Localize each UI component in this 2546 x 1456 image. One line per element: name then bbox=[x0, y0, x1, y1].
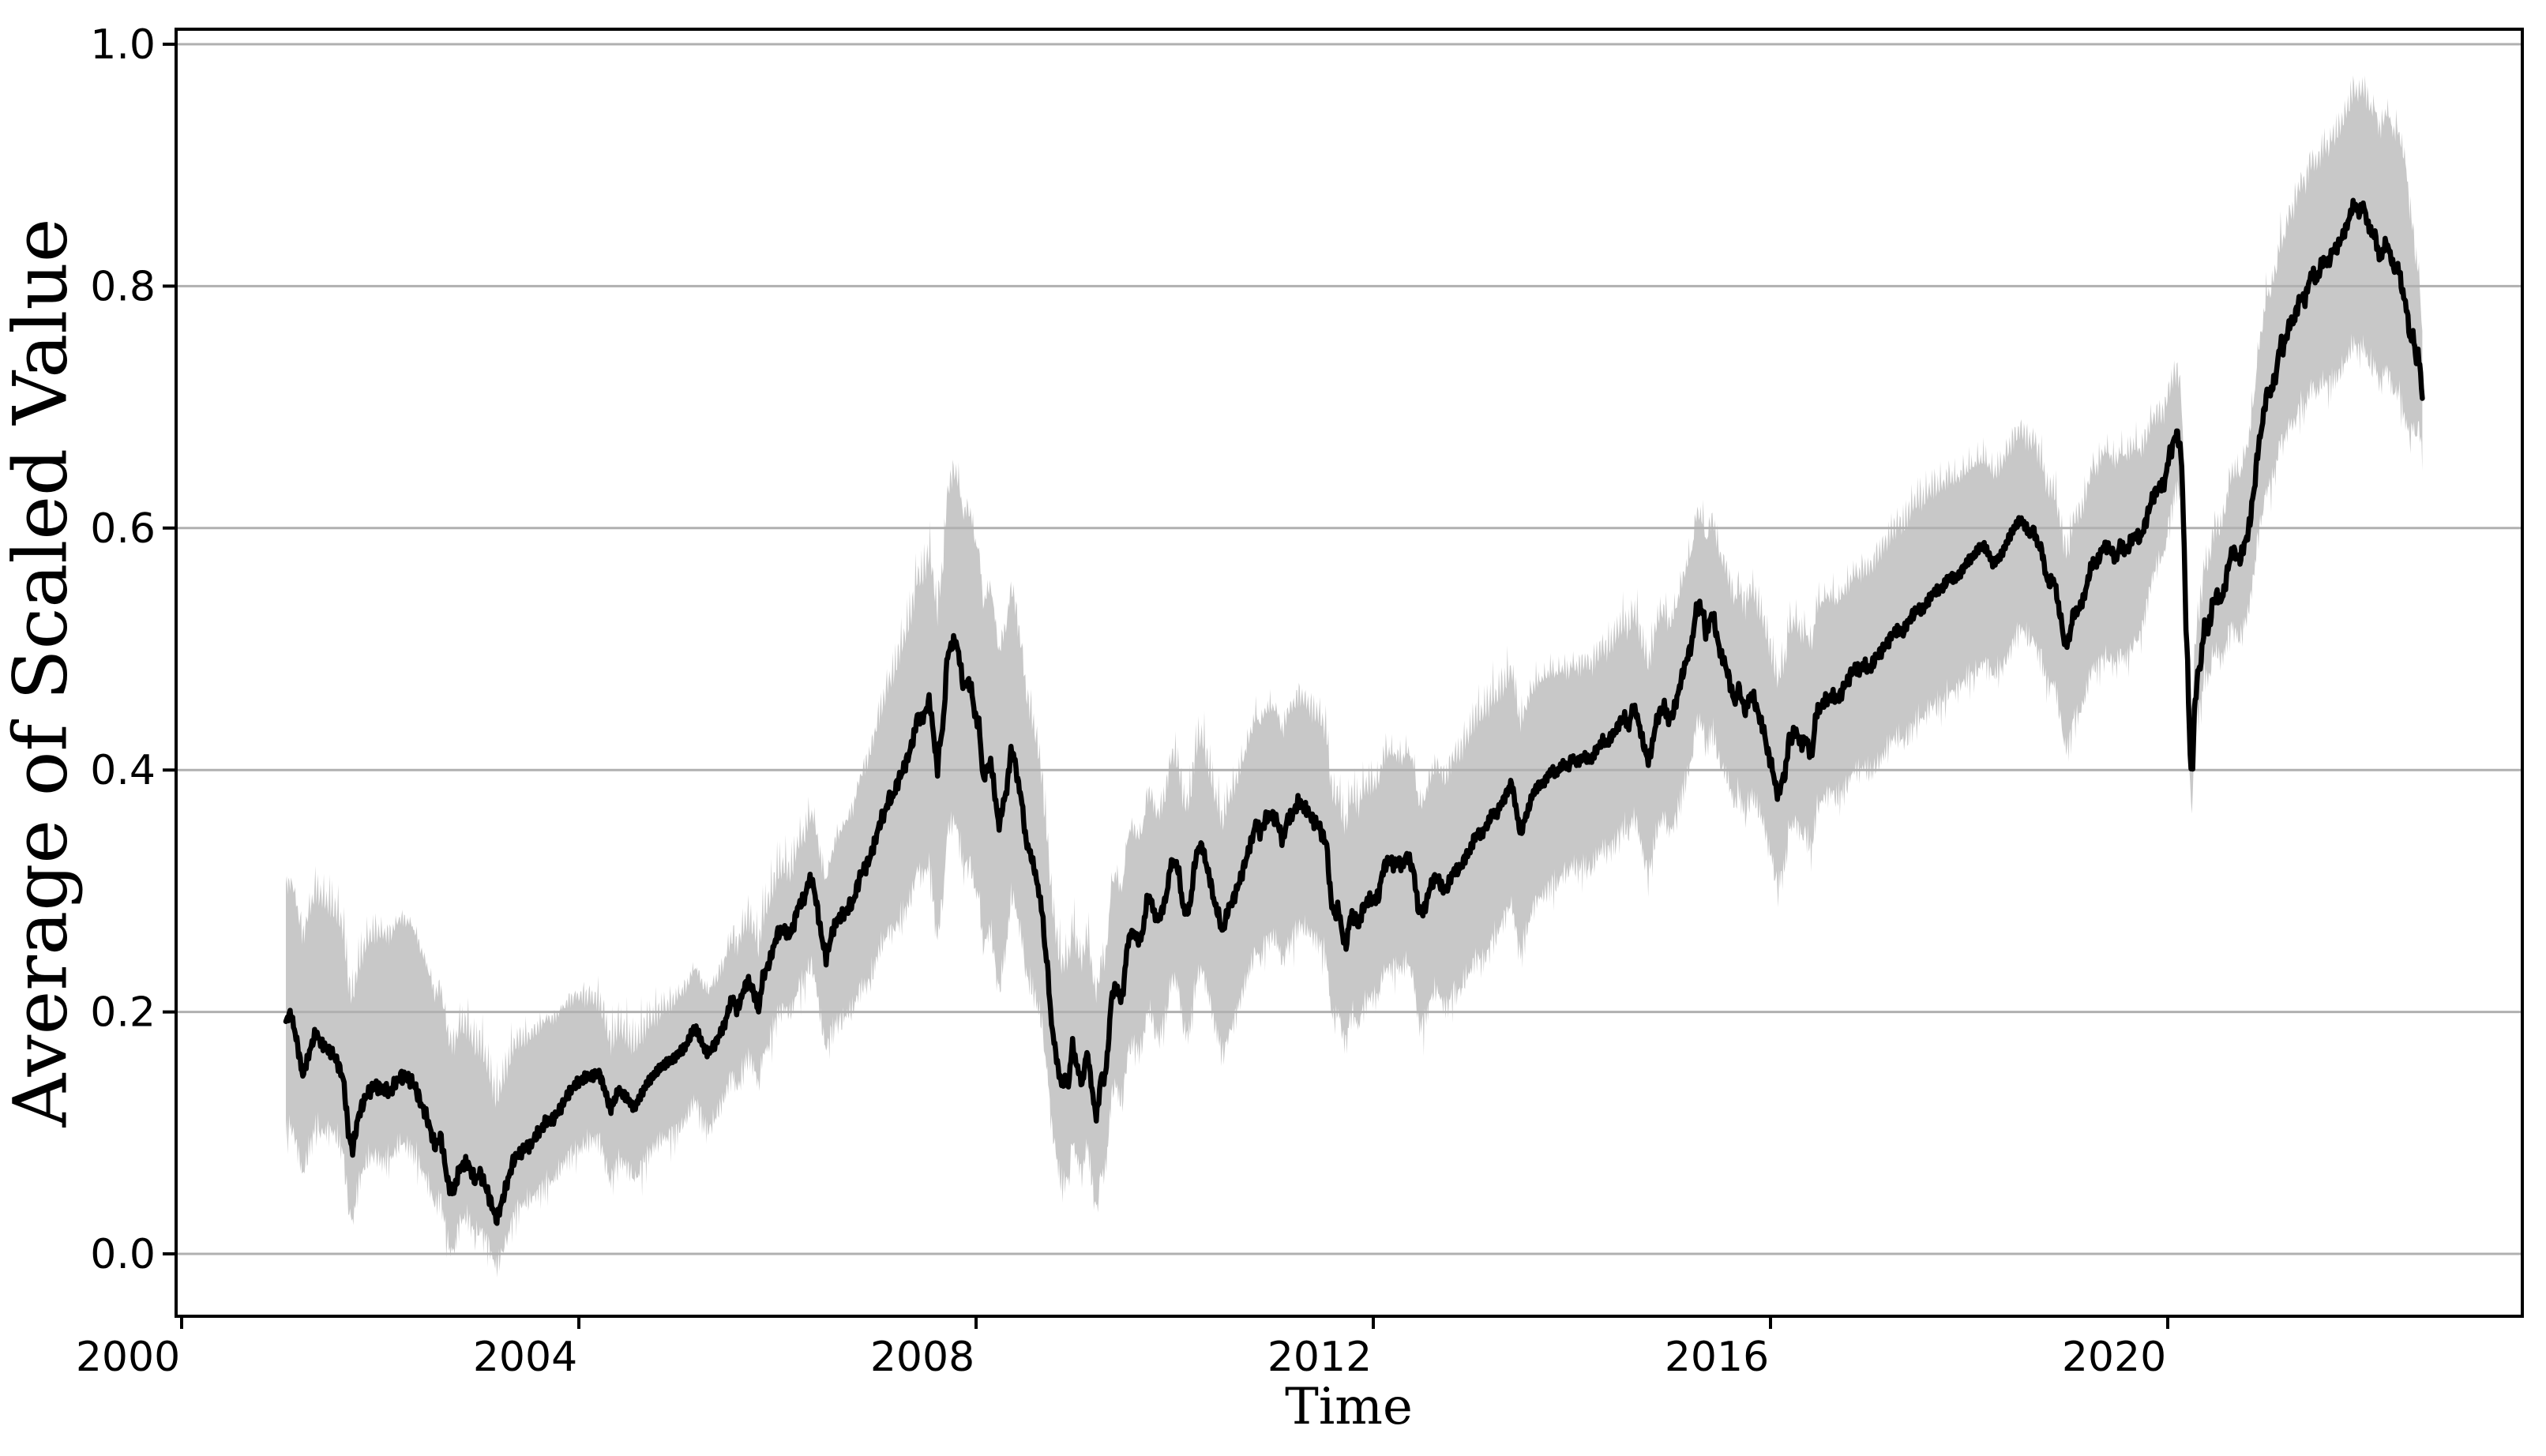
plot-border bbox=[175, 28, 2524, 1318]
y-tick-label-0.6: 0.6 bbox=[90, 505, 156, 553]
y-tick-label-0.0: 0.0 bbox=[90, 1231, 156, 1278]
x-tick-label-2004: 2004 bbox=[473, 1334, 577, 1381]
uncertainty-band bbox=[286, 75, 2423, 1278]
x-tick-label-2000: 2000 bbox=[76, 1334, 180, 1381]
y-tick-label-0.8: 0.8 bbox=[90, 263, 156, 310]
y-tick-label-0.2: 0.2 bbox=[90, 989, 156, 1037]
mean-line bbox=[283, 197, 2425, 1226]
y-tick-label-1.0: 1.0 bbox=[90, 21, 156, 69]
y-axis-label: Average of Scaled Value bbox=[0, 218, 84, 1128]
y-tick-label-0.4: 0.4 bbox=[90, 747, 156, 794]
x-tick-label-2012: 2012 bbox=[1267, 1334, 1372, 1381]
x-tick-label-2008: 2008 bbox=[870, 1334, 974, 1381]
x-axis-label: Time bbox=[1285, 1378, 1413, 1436]
x-tick-label-2020: 2020 bbox=[2062, 1334, 2166, 1381]
x-tick-label-2016: 2016 bbox=[1665, 1334, 1769, 1381]
